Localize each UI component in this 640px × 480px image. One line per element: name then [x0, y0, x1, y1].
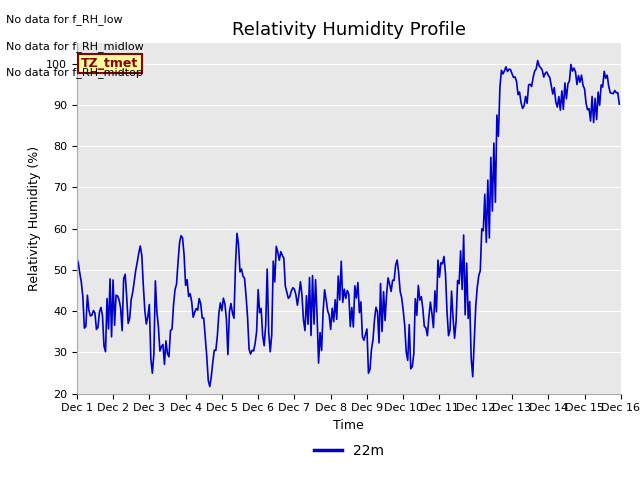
X-axis label: Time: Time — [333, 419, 364, 432]
Text: No data for f_RH_midtop: No data for f_RH_midtop — [6, 67, 143, 78]
Text: No data for f_RH_midlow: No data for f_RH_midlow — [6, 41, 144, 52]
Y-axis label: Relativity Humidity (%): Relativity Humidity (%) — [28, 146, 40, 291]
Title: Relativity Humidity Profile: Relativity Humidity Profile — [232, 21, 466, 39]
Text: TZ_tmet: TZ_tmet — [81, 57, 139, 70]
Legend: 22m: 22m — [308, 439, 389, 464]
Text: No data for f_RH_low: No data for f_RH_low — [6, 14, 123, 25]
